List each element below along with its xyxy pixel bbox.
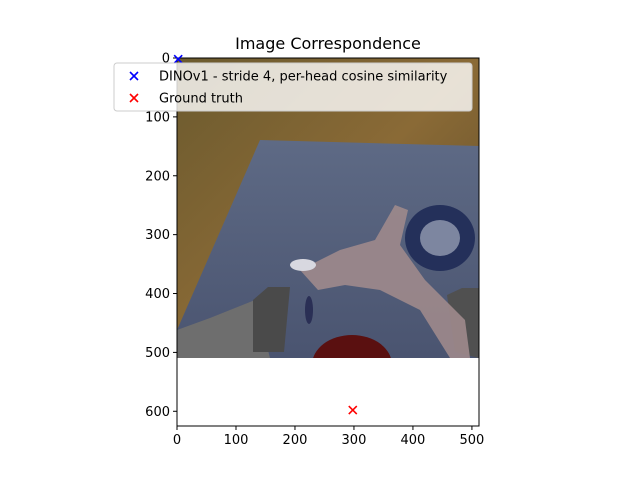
y-axis: 0 100 200 300 400 500 600 — [145, 52, 177, 420]
data-point-series-0 — [173, 54, 183, 64]
x-tick-label: 0 — [173, 433, 181, 448]
x-tick-label: 300 — [342, 433, 367, 448]
y-tick-label: 400 — [145, 287, 170, 302]
y-tick-label: 100 — [145, 110, 170, 125]
legend-label: Ground truth — [159, 92, 243, 107]
y-tick-label: 500 — [145, 346, 170, 361]
x-tick-label: 200 — [283, 433, 308, 448]
data-points — [173, 54, 358, 415]
chart-title: Image Correspondence — [235, 34, 421, 53]
legend-marker — [129, 93, 139, 103]
axes-frame — [176, 57, 480, 427]
x-tick-label: 400 — [401, 433, 426, 448]
y-tick-label: 600 — [145, 405, 170, 420]
y-tick-label: 300 — [145, 228, 170, 243]
legend-marker — [129, 71, 139, 81]
y-tick-label: 0 — [162, 52, 170, 67]
x-tick-label: 500 — [460, 433, 485, 448]
legend-box — [113, 62, 473, 112]
x-axis: 0 100 200 300 400 500 — [173, 426, 484, 448]
legend-label: DINOv1 - stride 4, per-head cosine simil… — [159, 70, 448, 85]
x-tick-label: 100 — [224, 433, 249, 448]
data-point-series-1 — [348, 405, 358, 415]
y-tick-label: 200 — [145, 169, 170, 184]
legend: DINOv1 - stride 4, per-head cosine simil… — [113, 62, 473, 112]
